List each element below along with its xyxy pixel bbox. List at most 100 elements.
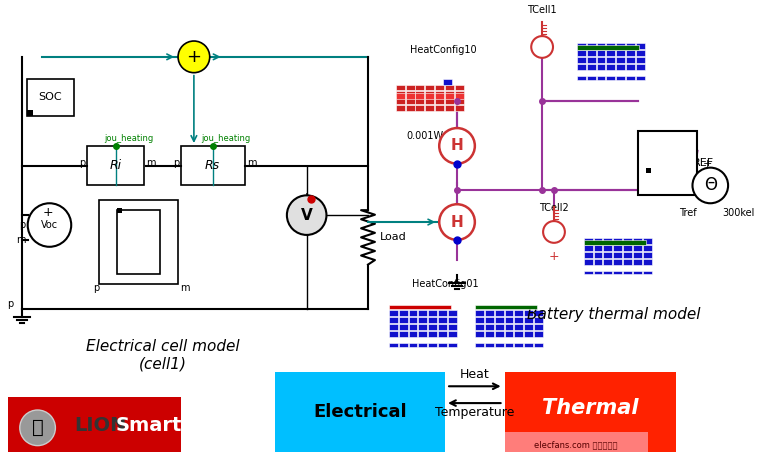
- Bar: [606, 64, 616, 70]
- Bar: [398, 317, 408, 323]
- Bar: [646, 168, 651, 173]
- Bar: [485, 343, 493, 347]
- Bar: [428, 317, 437, 323]
- Text: Thermal: Thermal: [543, 398, 639, 418]
- Bar: [495, 343, 503, 347]
- Text: 300kel: 300kel: [722, 208, 754, 218]
- Bar: [405, 84, 414, 90]
- Bar: [623, 238, 632, 244]
- Text: H: H: [451, 215, 464, 230]
- Bar: [534, 343, 543, 347]
- Text: TCell1: TCell1: [528, 5, 557, 15]
- Bar: [577, 50, 586, 56]
- Bar: [524, 324, 534, 330]
- Text: m: m: [180, 283, 190, 293]
- Text: Voc: Voc: [41, 220, 58, 230]
- Bar: [584, 245, 593, 251]
- Bar: [623, 259, 632, 265]
- Bar: [446, 84, 454, 90]
- Bar: [616, 50, 625, 56]
- Bar: [636, 50, 645, 56]
- Text: 🦁: 🦁: [32, 418, 43, 437]
- Bar: [438, 331, 447, 337]
- Bar: [603, 252, 613, 258]
- Text: HeatConfig01: HeatConfig01: [412, 279, 478, 289]
- Bar: [398, 331, 408, 337]
- Bar: [594, 238, 603, 244]
- Bar: [428, 310, 437, 316]
- Text: Temperature: Temperature: [435, 406, 515, 419]
- Bar: [485, 331, 493, 337]
- Bar: [613, 271, 622, 275]
- Bar: [455, 99, 464, 104]
- Bar: [597, 43, 606, 49]
- Bar: [587, 43, 596, 49]
- Bar: [594, 259, 603, 265]
- Text: Smart: Smart: [115, 416, 181, 435]
- Bar: [606, 50, 616, 56]
- Bar: [455, 91, 464, 98]
- Bar: [446, 94, 454, 99]
- Bar: [505, 343, 513, 347]
- Bar: [515, 310, 523, 316]
- Text: 0.001W: 0.001W: [407, 131, 444, 141]
- Bar: [636, 43, 645, 49]
- Text: elecfans.com 电子发烧友: elecfans.com 电子发烧友: [534, 440, 618, 449]
- Bar: [613, 252, 622, 258]
- Bar: [587, 76, 596, 79]
- Bar: [415, 94, 424, 99]
- Bar: [425, 91, 434, 98]
- Bar: [594, 252, 603, 258]
- Bar: [534, 324, 543, 330]
- Bar: [389, 317, 398, 323]
- Bar: [626, 64, 635, 70]
- Bar: [515, 324, 523, 330]
- Bar: [408, 324, 417, 330]
- Bar: [389, 324, 398, 330]
- Bar: [425, 94, 434, 99]
- Text: m: m: [16, 235, 26, 245]
- Text: SOC: SOC: [39, 93, 62, 103]
- Bar: [603, 271, 613, 275]
- Bar: [626, 57, 635, 63]
- Bar: [448, 310, 457, 316]
- Text: Electrical: Electrical: [313, 403, 407, 421]
- Text: p: p: [93, 283, 99, 293]
- Bar: [485, 310, 493, 316]
- Text: Θ: Θ: [704, 177, 716, 194]
- Bar: [395, 91, 405, 98]
- Bar: [27, 79, 74, 116]
- Bar: [446, 105, 454, 111]
- Text: p: p: [79, 158, 85, 168]
- Bar: [616, 57, 625, 63]
- Bar: [418, 317, 427, 323]
- Text: p: p: [173, 158, 179, 168]
- Bar: [438, 343, 447, 347]
- Bar: [616, 64, 625, 70]
- Text: +: +: [549, 250, 559, 263]
- Bar: [594, 245, 603, 251]
- Circle shape: [178, 41, 209, 73]
- Bar: [597, 50, 606, 56]
- Bar: [395, 84, 405, 90]
- Bar: [435, 94, 444, 99]
- Bar: [623, 245, 632, 251]
- Bar: [584, 259, 593, 265]
- Circle shape: [27, 203, 71, 247]
- Bar: [534, 310, 543, 316]
- Bar: [448, 317, 457, 323]
- Bar: [475, 317, 483, 323]
- Bar: [475, 310, 483, 316]
- Text: Rs: Rs: [205, 159, 220, 172]
- Text: jou_heating: jou_heating: [104, 134, 153, 143]
- Bar: [587, 64, 596, 70]
- Bar: [633, 271, 642, 275]
- Circle shape: [439, 204, 475, 240]
- Text: V: V: [301, 207, 313, 222]
- Bar: [395, 99, 405, 104]
- Bar: [597, 76, 606, 79]
- Bar: [603, 238, 613, 244]
- Bar: [99, 200, 178, 284]
- Bar: [626, 76, 635, 79]
- Bar: [577, 57, 586, 63]
